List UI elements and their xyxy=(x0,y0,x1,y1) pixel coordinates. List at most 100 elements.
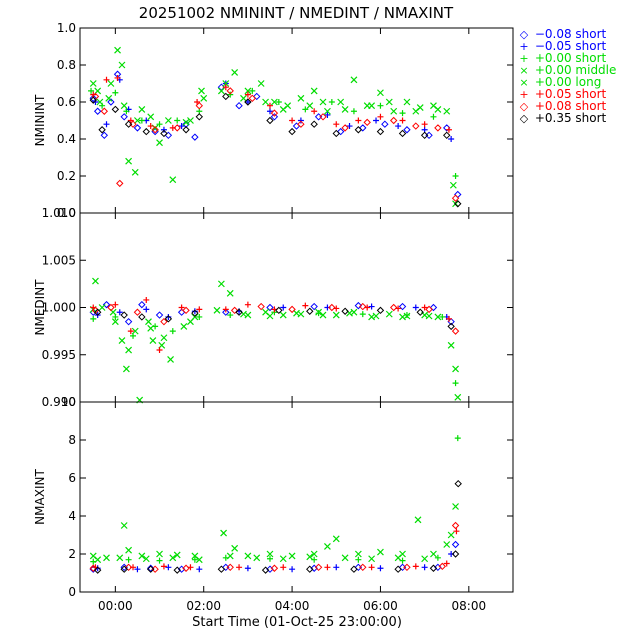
data-point xyxy=(332,129,340,138)
y-tick-label: 0 xyxy=(68,585,76,599)
data-point xyxy=(454,479,462,488)
data-point xyxy=(394,565,402,573)
data-point xyxy=(164,117,172,124)
data-point xyxy=(319,311,327,319)
data-point xyxy=(452,200,459,208)
y-tick-label: 1.000 xyxy=(42,301,76,315)
data-point xyxy=(434,105,442,113)
legend-label: +0.35 short xyxy=(534,111,607,125)
data-point xyxy=(451,550,460,558)
data-point xyxy=(160,317,168,326)
data-point xyxy=(156,550,163,558)
data-point xyxy=(167,356,175,363)
x-tick-label: 08:00 xyxy=(452,599,487,613)
legend-symbol: + xyxy=(519,40,529,53)
data-point xyxy=(421,555,429,563)
data-point xyxy=(147,113,155,121)
data-point xyxy=(235,101,243,110)
data-point xyxy=(306,565,314,573)
data-point xyxy=(182,306,190,315)
data-point xyxy=(447,341,455,349)
data-point xyxy=(222,92,230,101)
data-point xyxy=(235,308,243,316)
data-point xyxy=(103,121,110,128)
data-point xyxy=(421,121,428,128)
data-point xyxy=(198,87,205,95)
data-point xyxy=(122,365,130,373)
data-point xyxy=(381,120,389,128)
data-point xyxy=(127,328,134,335)
data-point xyxy=(178,123,185,130)
data-point xyxy=(131,168,139,176)
data-point xyxy=(389,303,398,312)
panel-nminint: 0.0 0.2 0.4 0.6 0.8 1.0 NMININT xyxy=(33,21,514,220)
y-tick-label: 0.995 xyxy=(42,348,76,362)
data-point xyxy=(350,108,357,115)
series-points xyxy=(89,277,462,404)
data-point xyxy=(447,531,455,539)
data-point xyxy=(376,127,385,136)
data-point xyxy=(94,87,102,95)
x-tick-label: 06:00 xyxy=(363,599,398,613)
data-point xyxy=(111,318,119,326)
data-point xyxy=(226,563,234,572)
data-point xyxy=(147,324,155,332)
data-point xyxy=(217,565,226,573)
y-axis-label: NMEDINT xyxy=(33,279,47,336)
data-point xyxy=(142,127,150,136)
data-point xyxy=(297,94,305,102)
data-point xyxy=(169,554,177,562)
legend-label: −0.05 short xyxy=(534,39,607,53)
data-point xyxy=(434,313,442,321)
data-point xyxy=(412,107,420,115)
data-point xyxy=(253,554,261,562)
plot-panels: 0.0 0.2 0.4 0.6 0.8 1.0 NMININT 0.990 0.995 1.000… xyxy=(33,21,514,613)
data-point xyxy=(120,102,128,110)
data-point xyxy=(222,84,229,91)
data-point xyxy=(403,126,411,134)
data-point xyxy=(341,124,349,132)
y-tick-label: 1.0 xyxy=(57,21,76,35)
panel-frame xyxy=(79,401,514,593)
data-point xyxy=(279,105,287,113)
data-point xyxy=(142,555,150,563)
data-point xyxy=(385,98,393,106)
data-point xyxy=(103,554,110,562)
data-point xyxy=(332,311,340,319)
data-point xyxy=(310,550,318,558)
data-point xyxy=(314,563,323,572)
y-tick-label: 0.0 xyxy=(57,206,76,220)
data-point xyxy=(112,89,119,96)
data-point xyxy=(429,564,438,572)
data-point xyxy=(92,277,99,285)
data-point xyxy=(180,322,188,330)
data-point xyxy=(90,315,97,322)
data-point xyxy=(96,98,104,106)
series-points xyxy=(89,435,462,574)
data-point xyxy=(324,542,331,550)
data-point xyxy=(240,94,247,102)
data-point xyxy=(160,563,167,570)
data-point xyxy=(448,136,455,142)
data-point xyxy=(187,117,194,124)
data-point xyxy=(93,308,102,316)
data-point xyxy=(222,80,230,87)
data-point xyxy=(244,91,251,98)
data-point xyxy=(124,563,133,572)
data-point xyxy=(447,322,455,331)
data-point xyxy=(443,131,451,140)
data-point xyxy=(398,302,407,311)
data-point xyxy=(454,393,462,401)
data-point xyxy=(226,289,234,297)
data-point xyxy=(200,94,208,102)
data-point xyxy=(107,303,115,312)
data-point xyxy=(222,306,229,313)
data-point xyxy=(377,89,384,97)
data-point xyxy=(127,117,134,124)
data-point xyxy=(443,560,450,567)
data-point xyxy=(244,565,251,572)
data-point xyxy=(160,334,168,342)
legend: ◇ −0.08 short + −0.05 short + +0.00 shor… xyxy=(517,28,616,125)
data-point xyxy=(306,102,314,110)
y-tick-label: 0.8 xyxy=(57,58,76,72)
